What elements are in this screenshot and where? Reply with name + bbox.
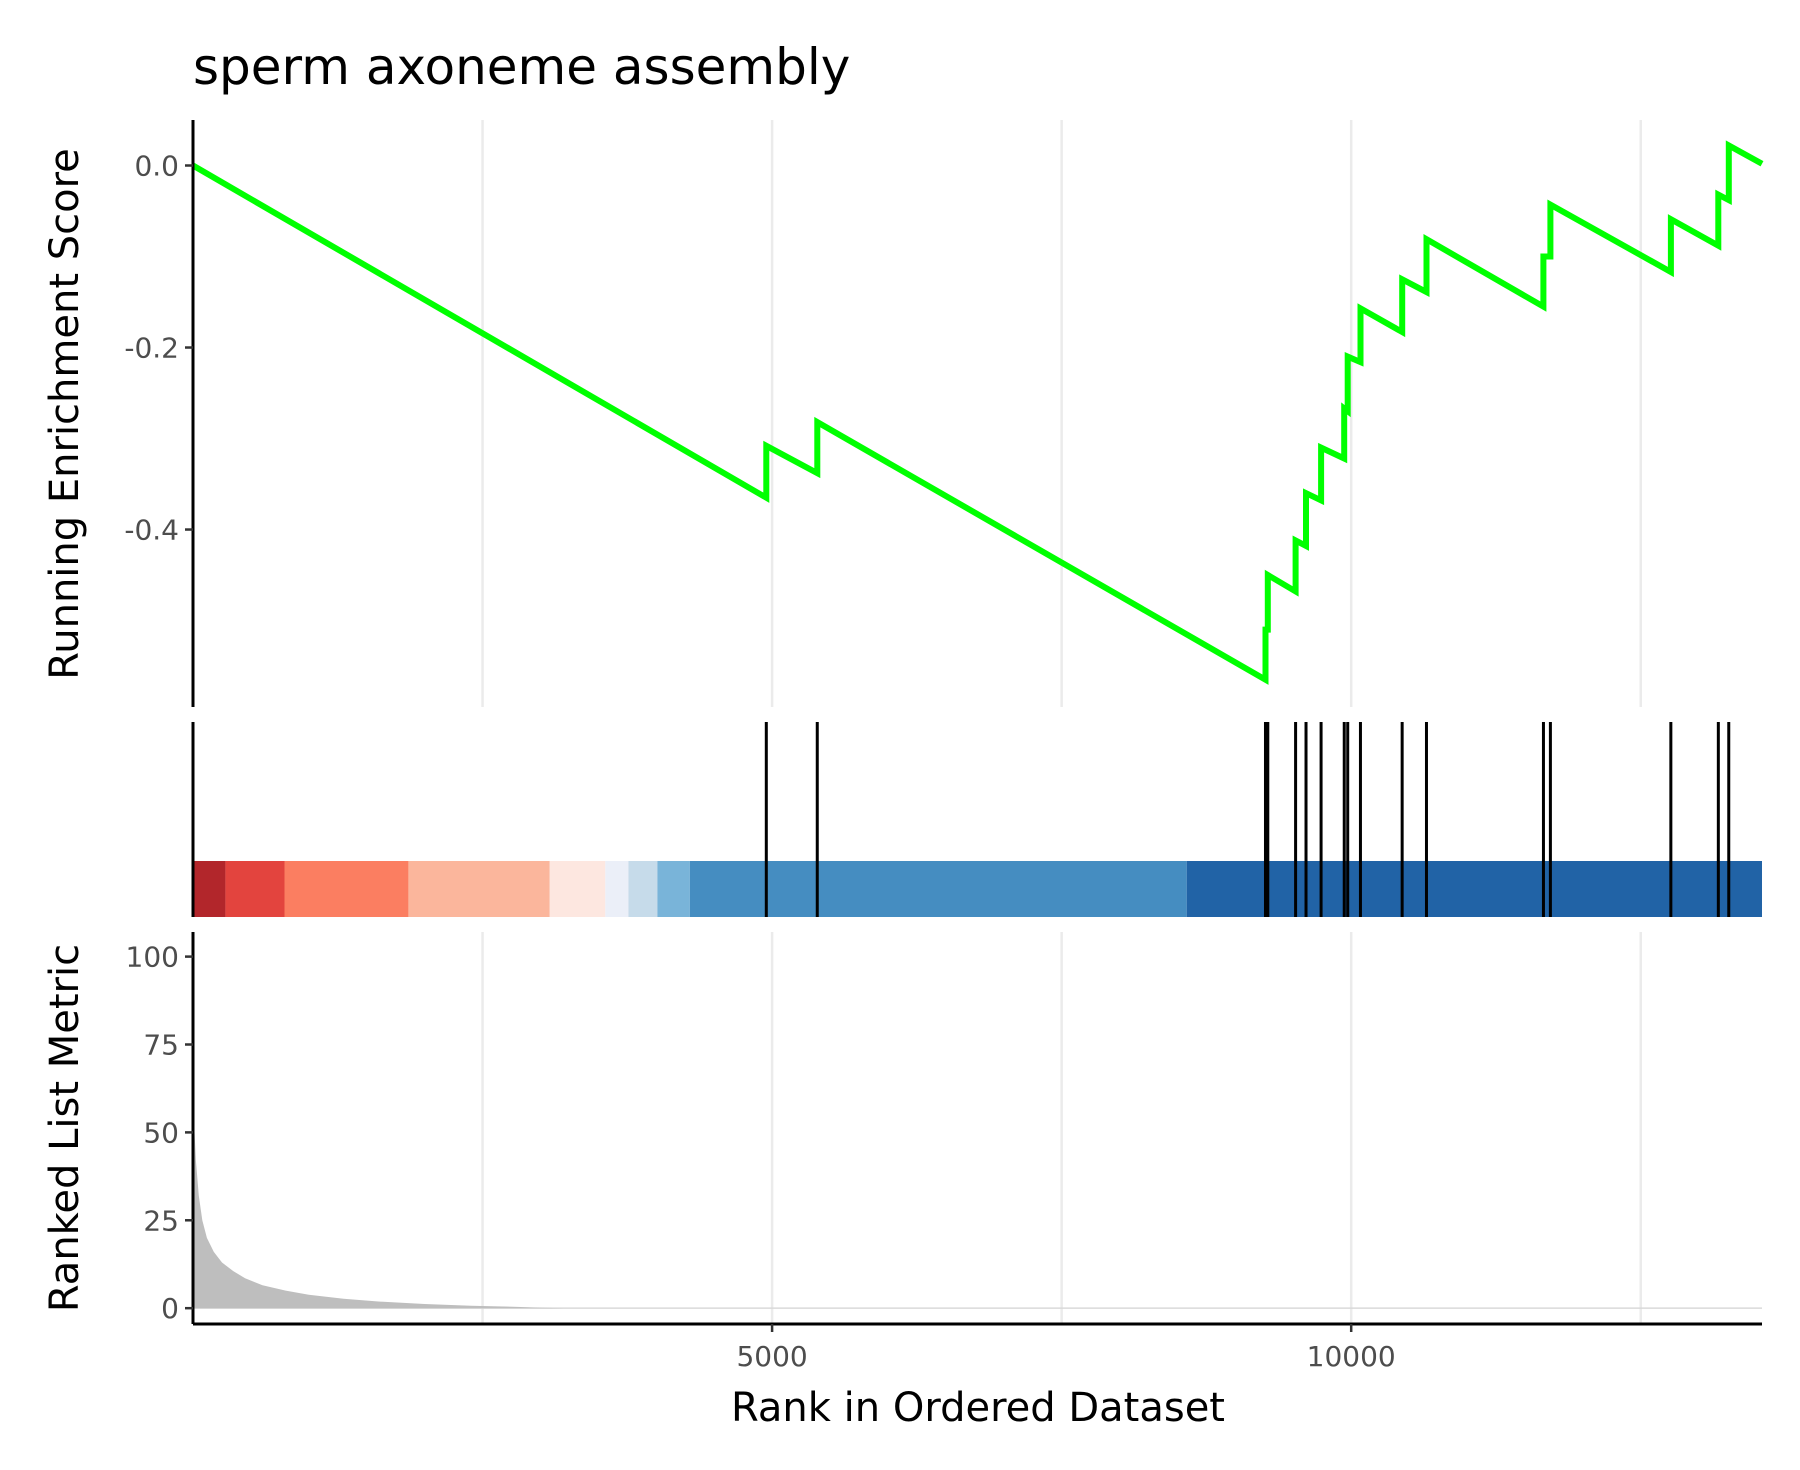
chart-title: sperm axoneme assembly: [193, 38, 850, 96]
es-y-tick-label: -0.2: [124, 332, 179, 365]
es-y-axis-title: Running Enrichment Score: [42, 148, 88, 680]
es-y-tick-label: -0.4: [124, 514, 179, 547]
color-band: [657, 861, 690, 917]
es-panel-grid: [481, 120, 1642, 707]
metric-y-tick-label: 75: [143, 1029, 179, 1062]
color-band: [1186, 861, 1762, 917]
metric-y-ticks: 0 25 50 75 100: [126, 941, 193, 1325]
es-y-ticks: 0.0 -0.2 -0.4: [124, 150, 193, 547]
color-band: [284, 861, 409, 917]
es-y-tick-label: 0.0: [134, 150, 179, 183]
x-ticks: 5000 10000: [736, 1324, 1396, 1373]
color-band: [549, 861, 606, 917]
color-band: [628, 861, 658, 917]
x-axis-title: Rank in Ordered Dataset: [731, 1385, 1225, 1431]
metric-y-tick-label: 100: [126, 941, 179, 974]
ranked-metric-area: [193, 1069, 1762, 1309]
metric-panel-grid: [481, 932, 1642, 1324]
color-band: [605, 861, 629, 917]
color-band: [689, 861, 1187, 917]
color-band: [193, 861, 226, 917]
metric-y-tick-label: 50: [143, 1116, 179, 1149]
gene-hit-lines: [764, 722, 1731, 917]
metric-y-axis-title: Ranked List Metric: [42, 944, 88, 1312]
color-band: [408, 861, 550, 917]
metric-y-tick-label: 25: [143, 1204, 179, 1237]
color-band: [225, 861, 285, 917]
running-enrichment-line: [191, 140, 1764, 685]
metric-y-tick-label: 0: [161, 1292, 179, 1325]
x-tick-label: 5000: [736, 1340, 807, 1373]
ranked-color-bar: [193, 861, 1762, 917]
x-tick-label: 10000: [1307, 1340, 1396, 1373]
